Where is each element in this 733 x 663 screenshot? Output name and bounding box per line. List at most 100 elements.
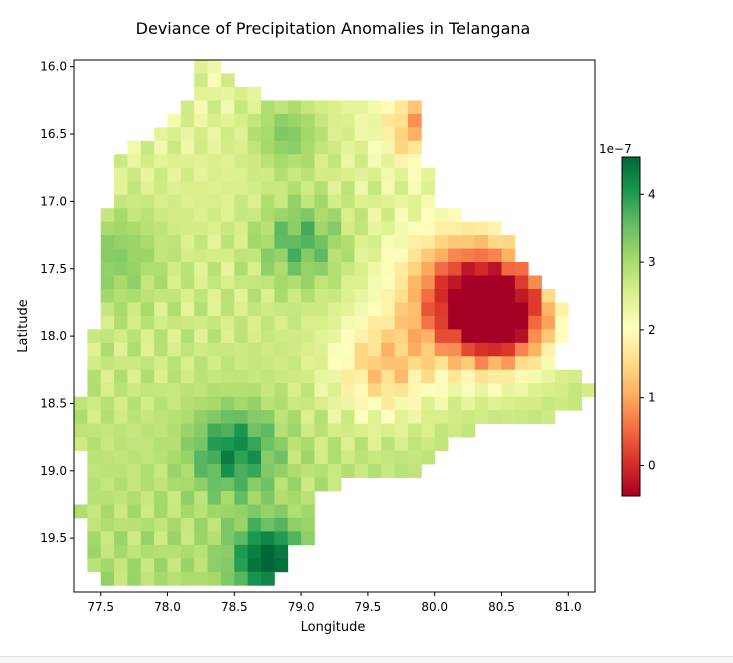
heatmap-cell — [314, 450, 329, 465]
heatmap-cell — [394, 100, 409, 115]
heatmap-cell — [234, 558, 249, 573]
heatmap-cell — [194, 544, 208, 559]
heatmap-cell — [407, 396, 422, 411]
heatmap-cell — [354, 113, 369, 128]
heatmap-cell — [394, 181, 409, 196]
heatmap-cell — [140, 181, 155, 196]
heatmap-cell — [354, 423, 369, 438]
heatmap-cell — [220, 477, 235, 492]
heatmap-cell — [314, 356, 329, 371]
heatmap-cell — [100, 356, 115, 371]
heatmap-cell — [207, 194, 222, 209]
heatmap-cell — [287, 235, 302, 249]
heatmap-cell — [327, 181, 342, 196]
heatmap-cell — [381, 437, 396, 451]
heatmap-cell — [87, 356, 102, 371]
heatmap-cell — [154, 369, 168, 384]
heatmap-cell — [261, 477, 275, 492]
heatmap-cell — [127, 248, 142, 263]
heatmap-cell — [140, 140, 155, 155]
heatmap-cell — [261, 558, 275, 573]
heatmap-cell — [434, 208, 449, 223]
heatmap-cell — [274, 275, 289, 290]
heatmap-cell — [501, 383, 516, 398]
heatmap-cell — [407, 302, 422, 317]
heatmap-cell — [100, 571, 115, 586]
heatmap-cells — [74, 60, 596, 586]
heatmap-cell — [381, 235, 396, 249]
heatmap-cell — [407, 464, 422, 478]
heatmap-cell — [461, 221, 476, 236]
colorbar-offset-label: 1e−7 — [599, 142, 632, 156]
heatmap-cell — [194, 100, 208, 115]
heatmap-cell — [114, 315, 128, 330]
heatmap-cell — [501, 302, 516, 317]
heatmap-cell — [287, 490, 302, 505]
y-axis-label: Latitude — [16, 299, 31, 353]
heatmap-cell — [514, 329, 529, 344]
heatmap-cell — [180, 396, 195, 411]
heatmap-cell — [100, 531, 115, 546]
heatmap-cell — [541, 396, 556, 411]
heatmap-cell — [154, 127, 168, 142]
heatmap-cell — [261, 329, 275, 344]
heatmap-cell — [354, 194, 369, 209]
heatmap-cell — [394, 329, 409, 344]
heatmap-cell — [167, 329, 182, 344]
heatmap-cell — [127, 477, 142, 492]
heatmap-cell — [528, 342, 542, 357]
heatmap-cell — [114, 167, 128, 182]
heatmap-cell — [274, 140, 289, 155]
heatmap-cell — [274, 531, 289, 546]
heatmap-cell — [220, 450, 235, 465]
x-tick-label: 77.5 — [87, 600, 114, 614]
heatmap-cell — [488, 396, 502, 411]
heatmap-cell — [274, 288, 289, 303]
heatmap-cell — [207, 342, 222, 357]
heatmap-cell — [140, 437, 155, 451]
heatmap-cell — [220, 531, 235, 546]
heatmap-cell — [367, 342, 382, 357]
heatmap-cell — [488, 248, 502, 263]
heatmap-cell — [568, 369, 583, 384]
colorbar-tick-label: 4 — [648, 187, 656, 201]
heatmap-cell — [314, 235, 329, 249]
heatmap-cell — [207, 517, 222, 532]
heatmap-cell — [381, 154, 396, 169]
heatmap-cell — [541, 410, 556, 425]
heatmap-cell — [287, 154, 302, 169]
heatmap-cell — [154, 329, 168, 344]
heatmap-cell — [261, 235, 275, 249]
heatmap-cell — [274, 504, 289, 519]
heatmap-cell — [514, 262, 529, 276]
heatmap-cell — [341, 315, 355, 330]
heatmap-cell — [247, 369, 262, 384]
heatmap-cell — [274, 477, 289, 492]
heatmap-cell — [301, 531, 315, 546]
heatmap-cell — [421, 437, 436, 451]
heatmap-cell — [247, 113, 262, 128]
heatmap-cell — [261, 464, 275, 478]
heatmap-cell — [247, 262, 262, 276]
heatmap-cell — [207, 490, 222, 505]
heatmap-cell — [327, 437, 342, 451]
heatmap-cell — [194, 450, 208, 465]
heatmap-cell — [474, 329, 489, 344]
heatmap-cell — [234, 342, 249, 357]
heatmap-cell — [314, 100, 329, 115]
heatmap-cell — [461, 410, 476, 425]
heatmap-cell — [100, 315, 115, 330]
heatmap-cell — [247, 396, 262, 411]
heatmap-cell — [261, 208, 275, 223]
heatmap-cell — [261, 531, 275, 546]
heatmap-cell — [448, 342, 462, 357]
heatmap-cell — [87, 477, 102, 492]
heatmap-cell — [194, 504, 208, 519]
heatmap-cell — [287, 531, 302, 546]
heatmap-cell — [501, 329, 516, 344]
heatmap-cell — [407, 329, 422, 344]
heatmap-cell — [180, 140, 195, 155]
heatmap-cell — [354, 100, 369, 115]
heatmap-cell — [194, 423, 208, 438]
heatmap-cell — [180, 531, 195, 546]
